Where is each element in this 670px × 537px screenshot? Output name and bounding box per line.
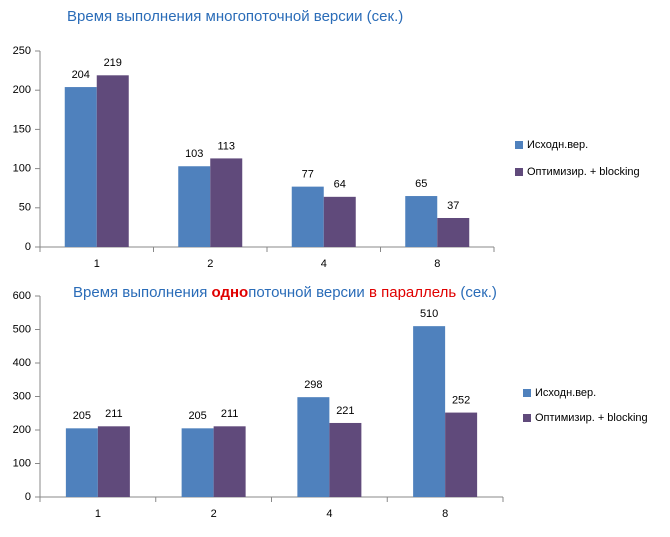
x-tick-label: 8 bbox=[442, 508, 448, 520]
x-tick-label: 1 bbox=[94, 258, 100, 270]
legend-swatch bbox=[523, 389, 531, 397]
data-label: 113 bbox=[217, 140, 235, 152]
data-label: 103 bbox=[185, 148, 203, 160]
bar bbox=[64, 87, 97, 248]
bar bbox=[181, 428, 214, 497]
legend-swatch bbox=[515, 141, 523, 149]
bar bbox=[210, 158, 243, 247]
data-label: 205 bbox=[73, 410, 91, 422]
bar bbox=[405, 196, 438, 247]
legend-label: Исходн.вер. bbox=[527, 139, 588, 151]
bar bbox=[413, 326, 446, 497]
x-tick-label: 2 bbox=[207, 258, 213, 270]
data-label: 77 bbox=[302, 169, 314, 181]
bar bbox=[65, 428, 98, 497]
legend-swatch bbox=[523, 414, 531, 422]
y-tick-label: 400 bbox=[13, 357, 31, 369]
chart-title: Время выполнения однопоточной версии в п… bbox=[73, 284, 497, 301]
data-label: 204 bbox=[72, 69, 90, 81]
x-tick-label: 2 bbox=[211, 508, 217, 520]
y-tick-label: 100 bbox=[13, 457, 31, 469]
y-tick-label: 500 bbox=[13, 323, 31, 335]
y-tick-label: 50 bbox=[19, 202, 31, 214]
bar bbox=[213, 426, 246, 497]
legend-swatch bbox=[515, 168, 523, 176]
chart-title: Время выполнения многопоточной версии (с… bbox=[67, 8, 403, 25]
title-part: (сек.) bbox=[456, 284, 497, 301]
legend-label: Оптимизир. + blocking bbox=[527, 166, 640, 178]
data-label: 65 bbox=[415, 178, 427, 190]
data-label: 510 bbox=[420, 308, 438, 320]
y-tick-label: 200 bbox=[13, 424, 31, 436]
y-tick-label: 600 bbox=[13, 290, 31, 302]
data-label: 205 bbox=[188, 410, 206, 422]
y-tick-label: 0 bbox=[25, 241, 31, 253]
y-tick-label: 0 bbox=[25, 491, 31, 503]
bar bbox=[323, 196, 356, 247]
y-tick-label: 300 bbox=[13, 390, 31, 402]
bar bbox=[297, 397, 330, 497]
bar bbox=[437, 217, 470, 247]
bar bbox=[329, 422, 362, 497]
title-part: Время выполнения bbox=[73, 284, 212, 301]
data-label: 219 bbox=[104, 57, 122, 69]
bar bbox=[291, 186, 324, 247]
y-tick-label: 200 bbox=[13, 84, 31, 96]
x-tick-label: 1 bbox=[95, 508, 101, 520]
x-tick-label: 4 bbox=[321, 258, 327, 270]
y-tick-label: 150 bbox=[13, 123, 31, 135]
title-part: одно bbox=[212, 284, 249, 301]
x-tick-label: 4 bbox=[326, 508, 332, 520]
legend-label: Оптимизир. + blocking bbox=[535, 412, 648, 424]
bar bbox=[178, 166, 211, 247]
data-label: 64 bbox=[334, 179, 346, 191]
data-label: 211 bbox=[221, 408, 239, 420]
title-part: в параллель bbox=[369, 284, 456, 301]
bar bbox=[96, 75, 129, 247]
legend-label: Исходн.вер. bbox=[535, 387, 596, 399]
x-tick-label: 8 bbox=[434, 258, 440, 270]
data-label: 37 bbox=[447, 200, 459, 212]
y-tick-label: 100 bbox=[13, 163, 31, 175]
data-label: 252 bbox=[452, 394, 470, 406]
bar bbox=[97, 426, 130, 497]
y-tick-label: 250 bbox=[13, 45, 31, 57]
data-label: 211 bbox=[105, 408, 123, 420]
data-label: 221 bbox=[336, 405, 354, 417]
data-label: 298 bbox=[304, 379, 322, 391]
title-part: поточной версии bbox=[248, 284, 369, 301]
bar bbox=[445, 412, 478, 497]
